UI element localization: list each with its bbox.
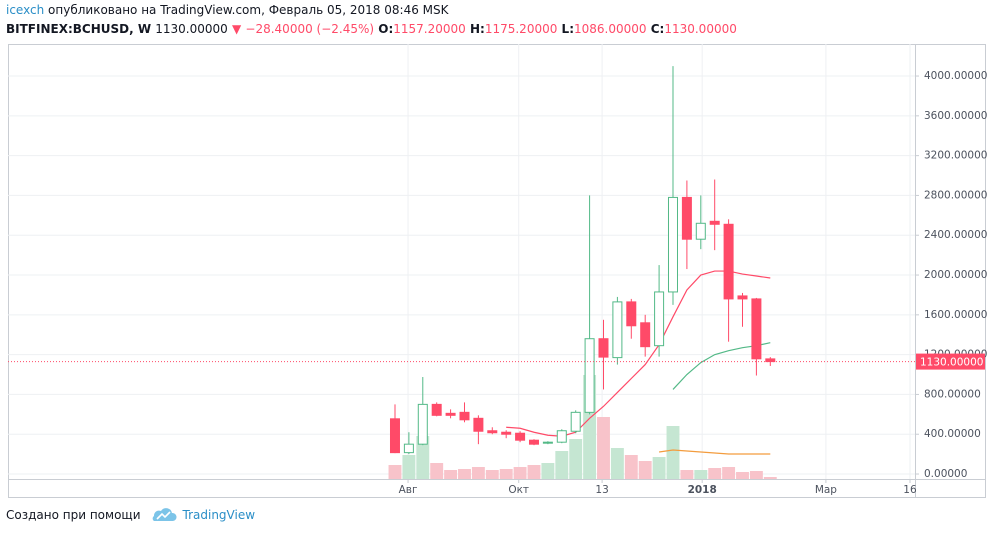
volume-bar [610,448,624,479]
candle-body [515,432,526,441]
volume-bar [708,468,722,479]
created: Создано при помощи [6,508,141,522]
candle-body [598,338,609,358]
last-price-label: 1130.00000 [920,357,983,369]
volume-bar [402,455,416,479]
candle-body [640,322,651,348]
candle-body [626,301,637,327]
volume-bar [555,451,569,479]
candle-body [751,298,762,360]
candle-body [501,431,512,435]
volume-bar [499,469,513,479]
y-tick-label: 4000.00000 [924,70,987,82]
y-tick-label: 0.00000 [924,468,967,480]
volume-bar [638,461,652,479]
candle-body [431,403,442,416]
author[interactable]: icexch [6,3,45,17]
candle-body [709,220,720,225]
y-tick-label: 1600.00000 [924,309,987,321]
ohlc-key: L: [561,22,574,36]
candle-body [389,418,400,454]
volume-bar [624,455,638,479]
y-tick-label: 2400.00000 [924,229,987,241]
y-tick-label: 2000.00000 [924,269,987,281]
volume-bar [416,436,430,479]
brand[interactable]: TradingView [182,508,256,522]
volume-bar [458,469,471,479]
volume-bar [680,470,694,479]
volume-bar [541,463,555,479]
candle-body [445,412,456,416]
legend-line: BITFINEX:BCHUSD, W 1130.00000 ▼ −28.4000… [6,22,737,36]
x-tick-label: 16 [903,484,917,496]
candle-body [695,222,706,240]
candle-body [737,295,748,300]
volume-bar [763,477,777,479]
candle-body [487,430,498,434]
y-tick-label: 3200.00000 [924,150,987,162]
x-tick-label: Окт [508,484,529,496]
candle-body [417,403,428,445]
candle-body [667,196,678,293]
volume-bar [736,472,749,479]
candle-body [528,439,539,445]
volume-bar [666,426,680,479]
volume-bar [388,465,402,479]
volume-bar [485,470,499,479]
ohlc-key: C: [650,22,665,36]
change: −28.40000 (−2.45%) [245,22,375,36]
candle-body [473,417,484,432]
ohlc-value: 1086.00000 [574,22,647,36]
ohlc-key: O: [378,22,394,36]
candle-body [403,443,414,454]
x-tick-label: Мар [815,484,837,496]
arrow: ▼ [231,22,242,36]
candle-body [570,411,581,432]
x-tick-label: Авг [399,484,418,496]
y-tick-label: 400.00000 [924,428,981,440]
last-price-box [916,353,985,370]
volume-bar [444,470,458,479]
chart: 0.00000400.00000800.000001200.000001600.… [8,44,987,498]
ohlc-value: 1130.00000 [664,22,737,36]
candle-body [681,196,692,240]
last: 1130.00000 [155,22,228,36]
volume-bar [471,467,485,479]
volume-bar [749,471,763,479]
publish-line: icexch опубликовано на TradingView.com, … [6,3,449,17]
volume-bar [652,457,666,479]
volume-bar [597,417,610,479]
symbol: BITFINEX:BCHUSD, W [6,22,152,36]
ohlc-key: H: [469,22,485,36]
ohlc-value: 1157.20000 [393,22,466,36]
ohlc-value: 1175.20000 [484,22,558,36]
candle-body [459,411,470,421]
volume-bar [569,439,583,479]
candle-body [556,430,567,443]
candle-body [542,441,553,444]
x-tick-label: 2018 [688,484,717,496]
logo [152,508,177,521]
published: опубликовано на TradingView.com, Февраль… [48,3,449,17]
x-tick-label: 13 [595,484,608,496]
candle-body [723,223,734,300]
candle-body [612,301,623,359]
y-tick-label: 800.00000 [924,388,981,400]
footer: Создано при помощи TradingView [6,507,255,523]
volume-bar [722,467,736,479]
volume-ma [659,449,771,455]
volume-bar [694,470,708,479]
y-tick-label: 3600.00000 [924,110,987,122]
volume-bar [430,463,444,479]
volume-bar [527,465,541,479]
frame [8,44,986,498]
volume-bar [513,467,527,479]
candle-body [654,291,665,347]
y-tick-label: 2800.00000 [924,189,987,201]
candle-body [584,338,595,413]
